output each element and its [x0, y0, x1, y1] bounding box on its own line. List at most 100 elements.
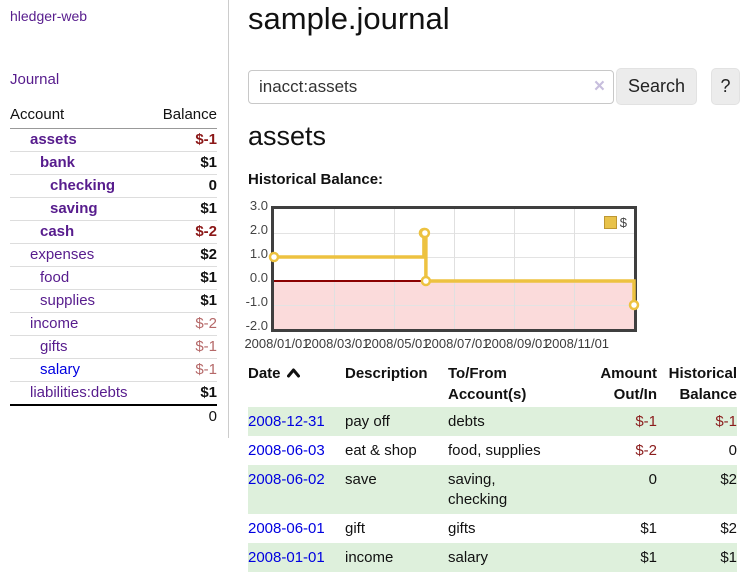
sidebar-item-journal[interactable]: Journal: [10, 71, 60, 88]
transaction-amount: $-2: [635, 442, 657, 459]
help-button[interactable]: ?: [711, 68, 740, 105]
transaction-balance: $2: [657, 465, 737, 514]
account-row: checking 0: [10, 174, 217, 198]
account-link-cash[interactable]: cash: [40, 223, 75, 240]
account-row: saving $1: [10, 197, 217, 221]
account-link-salary[interactable]: salary: [40, 361, 81, 378]
legend-label: $: [619, 215, 627, 230]
x-tick: 2008/01/01: [244, 336, 310, 351]
register-row: 2008-01-01 income salary $1 $1: [248, 543, 737, 572]
account-heading: assets: [248, 121, 327, 151]
x-tick: 2008/09/01: [484, 336, 550, 351]
x-tick: 2008/05/01: [364, 336, 430, 351]
account-row: cash $-2: [10, 220, 217, 244]
transaction-amount: 0: [581, 465, 657, 514]
account-total-row: 0: [10, 404, 217, 428]
account-row: salary $-1: [10, 358, 217, 382]
register-table: Date Description To/From Account(s) Amou…: [248, 361, 737, 572]
chart-title: Historical Balance:: [248, 171, 384, 188]
search-input[interactable]: [248, 70, 614, 104]
account-link-supplies[interactable]: supplies: [40, 292, 96, 309]
account-balance: $-1: [151, 358, 217, 382]
account-balance: $1: [151, 381, 217, 406]
page-title: sample.journal: [248, 1, 450, 36]
account-link-gifts[interactable]: gifts: [40, 338, 68, 355]
account-balance: $1: [151, 151, 217, 175]
account-balance: $2: [151, 243, 217, 267]
balance-column-header: Historical Balance: [668, 365, 737, 403]
account-balance: $1: [151, 289, 217, 313]
transaction-description: pay off: [345, 407, 448, 436]
account-link-saving[interactable]: saving: [50, 200, 98, 217]
account-link-bank[interactable]: bank: [40, 154, 76, 171]
balance-line-series: [268, 227, 640, 311]
account-row: food $1: [10, 266, 217, 290]
transaction-description: gift: [345, 520, 366, 537]
transaction-date-link[interactable]: 2008-01-01: [248, 549, 325, 566]
transaction-date-link[interactable]: 2008-06-03: [248, 442, 325, 459]
transaction-date-link[interactable]: 2008-06-01: [248, 520, 325, 537]
transaction-accounts: food, supplies: [448, 442, 541, 459]
transaction-balance: $1: [657, 543, 737, 572]
account-link-income[interactable]: income: [30, 315, 79, 332]
account-link-checking[interactable]: checking: [50, 177, 116, 194]
account-table-header: Account Balance: [10, 103, 217, 129]
account-balance: 0: [151, 174, 217, 198]
sort-ascending-icon: [286, 363, 300, 384]
account-balance: $-1: [151, 128, 217, 152]
gridline: [394, 209, 395, 329]
transaction-accounts: saving, checking: [448, 465, 581, 514]
tofrom-column-header: To/From Account(s): [448, 365, 527, 403]
account-balance: $1: [151, 197, 217, 221]
account-row: supplies $1: [10, 289, 217, 313]
y-tick: -1.0: [245, 294, 268, 309]
description-column-header: Description: [345, 365, 428, 382]
register-header-row: Date Description To/From Account(s) Amou…: [248, 361, 737, 407]
y-tick: 3.0: [249, 198, 268, 213]
gridline: [514, 209, 515, 329]
y-tick: 1.0: [249, 246, 268, 261]
account-row: gifts $-1: [10, 335, 217, 359]
transaction-balance: $-1: [657, 407, 737, 436]
search-bar: × Search ?: [248, 68, 742, 106]
transaction-amount: $1: [640, 520, 657, 537]
gridline: [574, 209, 575, 329]
x-tick: 2008/07/01: [424, 336, 490, 351]
transaction-balance: $2: [720, 520, 737, 537]
transaction-description: eat & shop: [345, 442, 417, 459]
balance-column-header: Balance: [151, 103, 217, 129]
gridline: [454, 209, 455, 329]
legend-swatch-icon: [603, 216, 617, 229]
historical-balance-chart: 3.0 2.0 1.0 0.0 -1.0 -2.0 $: [238, 198, 738, 351]
account-row: assets $-1: [10, 128, 217, 152]
account-row: liabilities:debts $1: [10, 381, 217, 406]
y-tick: 2.0: [249, 222, 268, 237]
gridline: [334, 209, 335, 329]
account-row: bank $1: [10, 151, 217, 175]
account-balance: $-2: [151, 220, 217, 244]
account-link-food[interactable]: food: [40, 269, 70, 286]
account-balance: $-1: [151, 335, 217, 359]
account-balance: $1: [151, 266, 217, 290]
register-row: 2008-06-01 gift gifts $1 $2: [248, 514, 737, 543]
account-link-expenses[interactable]: expenses: [30, 246, 95, 263]
account-link-liabilities-debts[interactable]: liabilities:debts: [30, 384, 128, 401]
y-tick: 0.0: [249, 270, 268, 285]
account-row: expenses $2: [10, 243, 217, 267]
sort-by-date-header[interactable]: Date: [248, 361, 345, 407]
chart-legend: $: [601, 214, 629, 231]
date-column-label: Date: [248, 365, 281, 382]
amount-column-header: Amount Out/In: [600, 365, 657, 403]
account-link-assets[interactable]: assets: [30, 131, 77, 148]
x-tick: 2008/11/01: [544, 336, 610, 351]
transaction-description: save: [345, 465, 448, 514]
app-brand-link[interactable]: hledger-web: [10, 8, 88, 24]
clear-search-icon[interactable]: ×: [593, 76, 605, 97]
transaction-date-link[interactable]: 2008-12-31: [248, 413, 325, 430]
search-button[interactable]: Search: [616, 68, 697, 105]
account-balance: $-2: [151, 312, 217, 336]
transaction-date-link[interactable]: 2008-06-02: [248, 471, 325, 488]
transaction-amount: $-1: [581, 407, 657, 436]
chart-plot-area: $: [268, 206, 640, 332]
